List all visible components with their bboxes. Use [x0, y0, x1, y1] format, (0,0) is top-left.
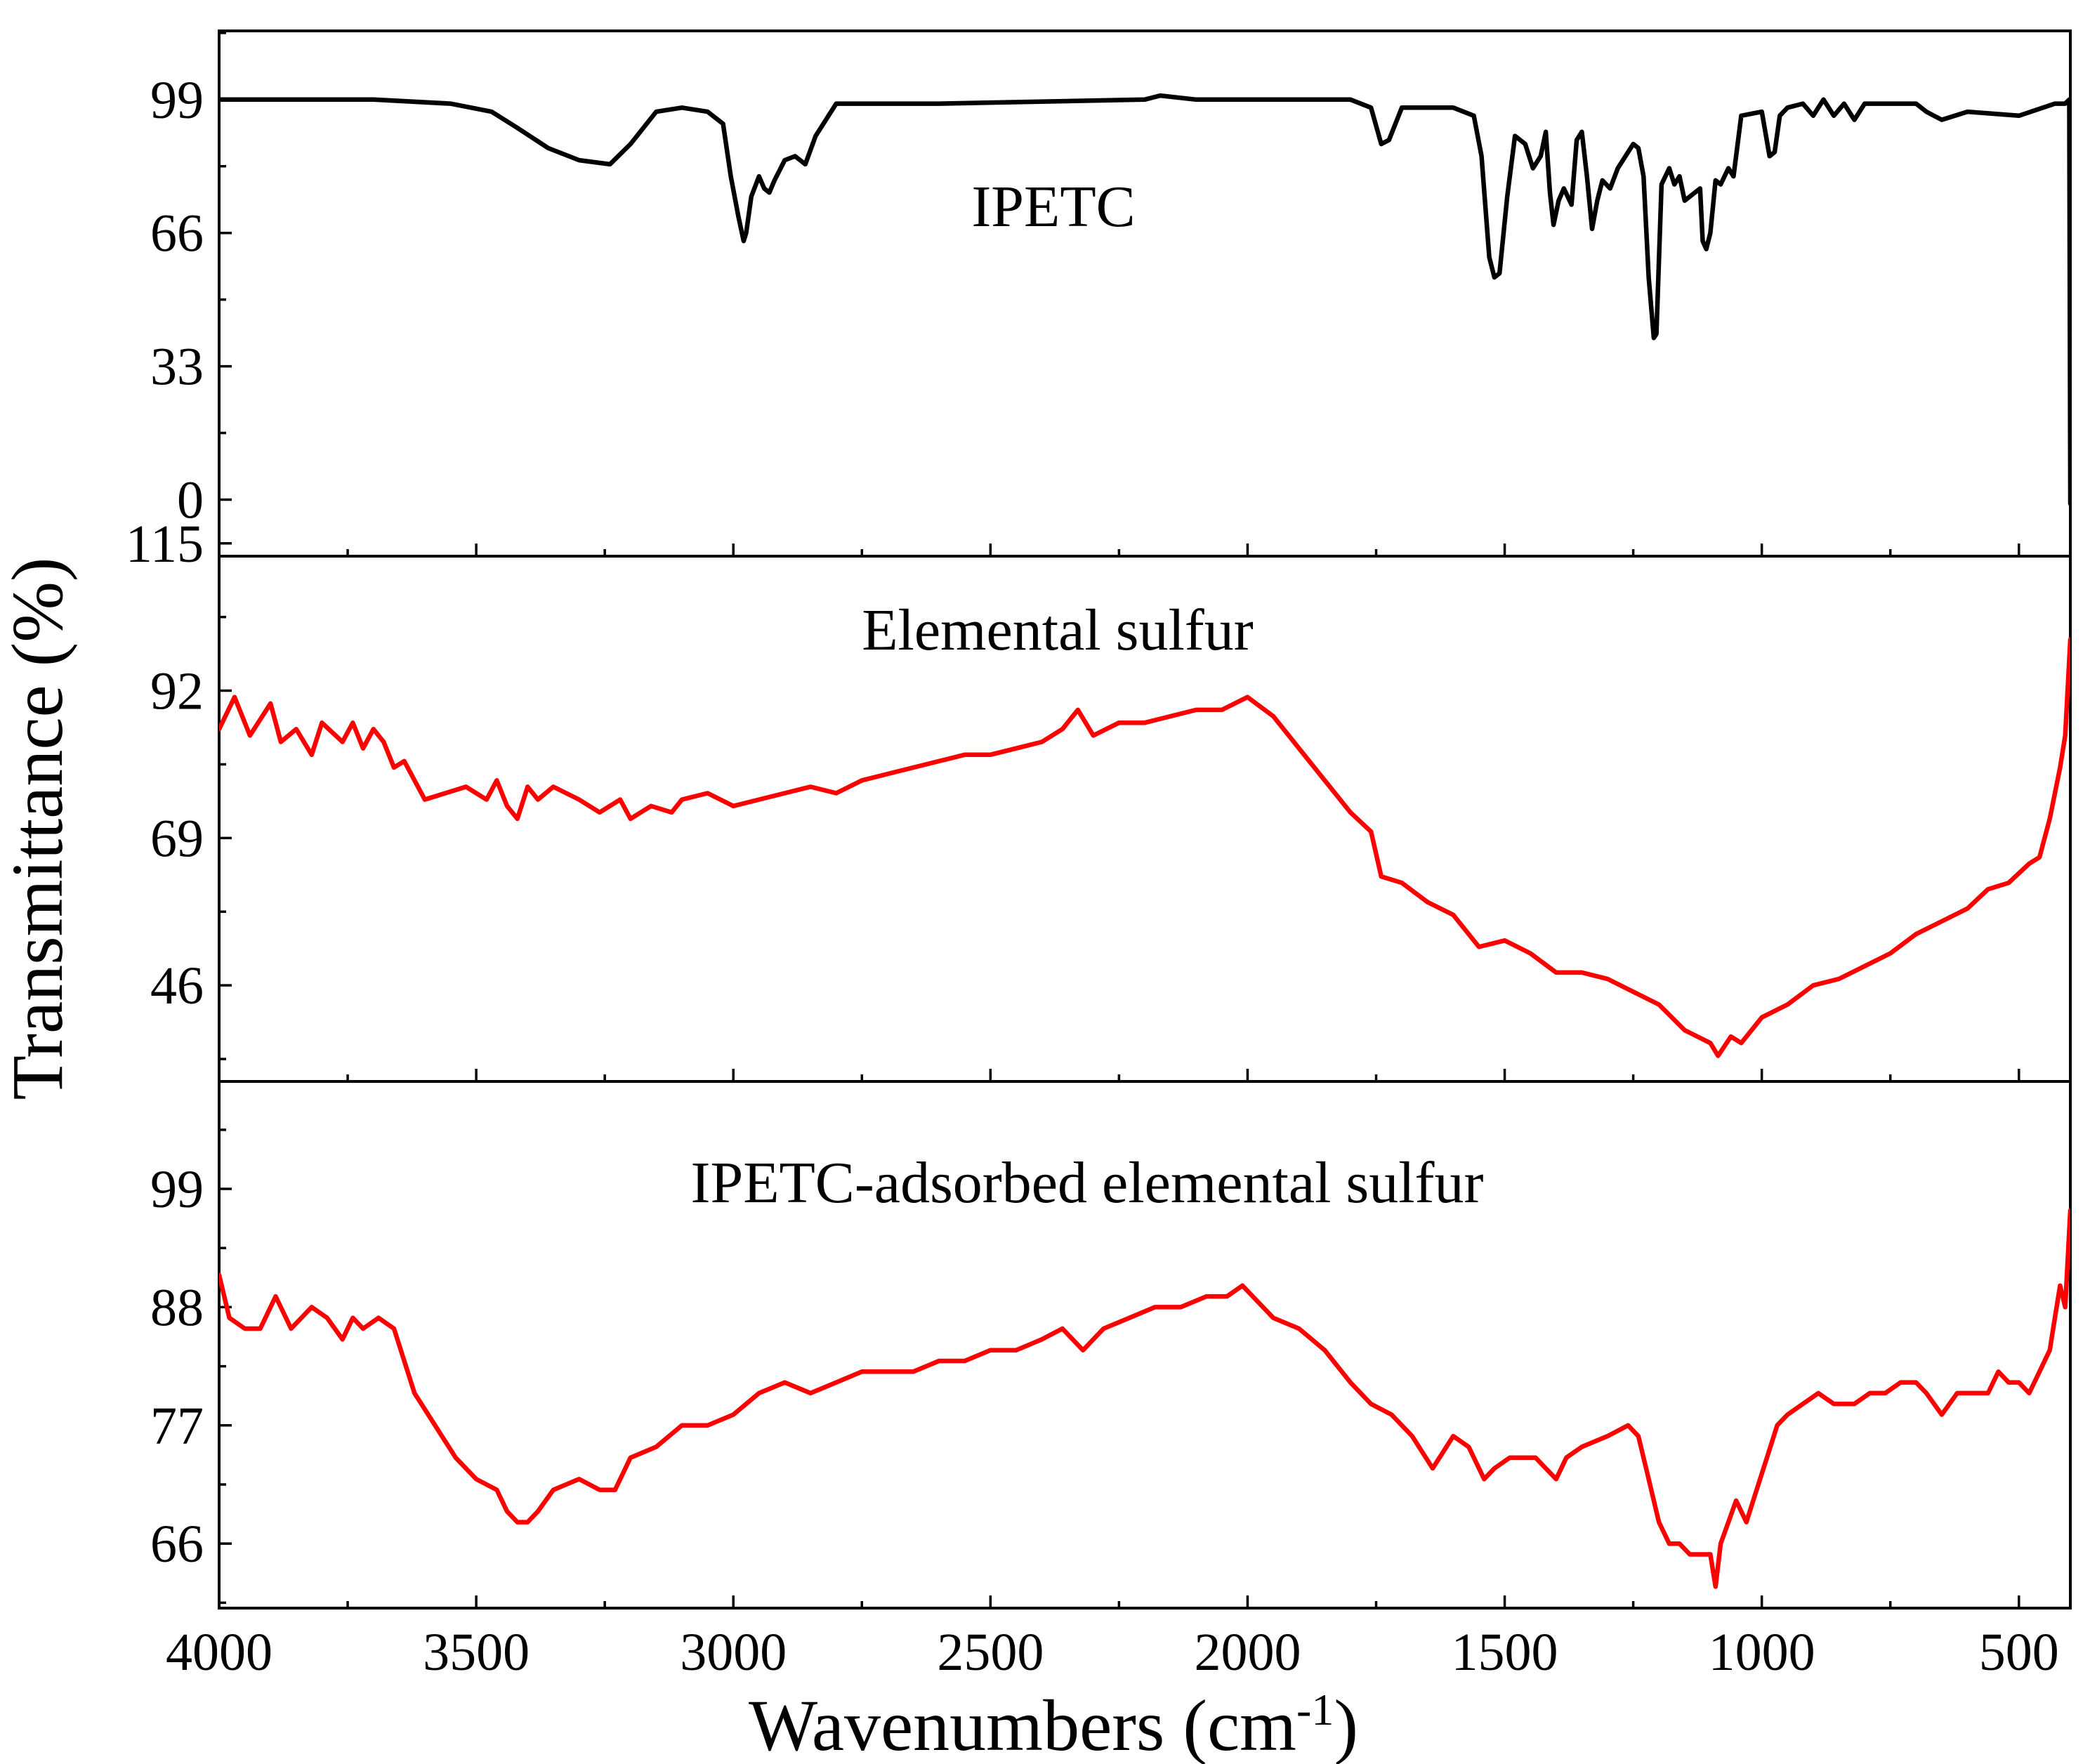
series-line — [219, 637, 2070, 1058]
y-tick-label: 69 — [150, 809, 204, 868]
y-tick-label: 46 — [150, 956, 204, 1015]
y-tick-label: 99 — [150, 1160, 204, 1219]
y-tick-label: 77 — [150, 1397, 204, 1456]
panel-2: 46 69 92 115 Elemental sulfur — [126, 515, 2072, 1083]
x-tick-label: 2500 — [937, 1623, 1044, 1682]
panel-label: IPETC-adsorbed elemental sulfur — [691, 1150, 1484, 1216]
y-tick-label: 0 — [177, 470, 204, 529]
x-tick-label: 3000 — [680, 1623, 787, 1682]
x-tick-labels: 4000 3500 3000 2500 2000 1500 1000 500 — [166, 1623, 2059, 1682]
y-tick-label: 88 — [150, 1278, 204, 1337]
y-tick-label: 33 — [150, 338, 204, 397]
series-line — [219, 93, 2070, 506]
x-axis-title: Wavenumbers (cm-1) — [749, 1685, 1358, 1764]
y-tick-label: 66 — [150, 204, 204, 263]
y-tick-label: 115 — [126, 515, 204, 574]
y-tick-label: 99 — [150, 71, 204, 130]
panel-label: Elemental sulfur — [862, 598, 1254, 663]
y-axis-title: Transmittance (%) — [0, 557, 78, 1100]
x-tick-label: 4000 — [166, 1623, 272, 1682]
panel-label: IPETC — [971, 174, 1135, 239]
y-tick-label: 66 — [150, 1515, 204, 1574]
panels: 0 33 66 99 IPETC 46 69 92 115 Elemental sulfur 66 7… — [126, 29, 2072, 1610]
panel-3: 66 77 88 99 IPETC-adsorbed elemental sulfur — [150, 1080, 2072, 1610]
x-tick-label: 1500 — [1452, 1623, 1558, 1682]
panel-1: 0 33 66 99 IPETC — [150, 29, 2072, 558]
series-line — [219, 1208, 2070, 1589]
x-tick-label: 500 — [1979, 1623, 2059, 1682]
y-tick-label: 92 — [150, 662, 204, 721]
x-tick-label: 2000 — [1194, 1623, 1301, 1682]
panel-frame — [218, 1080, 2072, 1610]
x-tick-label: 1000 — [1709, 1623, 1815, 1682]
x-tick-label: 3500 — [423, 1623, 530, 1682]
panel-frame — [218, 29, 2072, 558]
